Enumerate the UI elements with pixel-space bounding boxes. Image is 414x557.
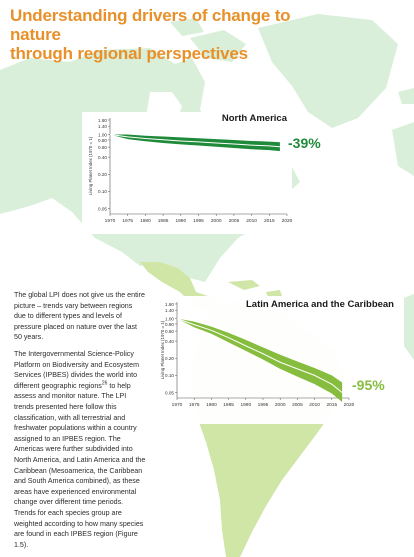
title-line-2: through regional perspectives (10, 44, 248, 63)
map-greenland (258, 14, 398, 128)
map-africa (398, 294, 414, 360)
map-caribbean (228, 280, 282, 297)
intro-paragraph-container: The global LPI does not give us the enti… (14, 290, 146, 343)
map-iceland (398, 88, 414, 104)
map-north-america (0, 48, 300, 282)
footnote-reference: 26 (101, 380, 108, 387)
ipbes-paragraph-part-1: The Intergovernmental Science-Policy Pla… (14, 350, 139, 390)
page-title: Understanding drivers of change to natur… (10, 6, 340, 63)
map-europe (392, 122, 414, 176)
title-line-1: Understanding drivers of change to natur… (10, 6, 291, 44)
ipbes-paragraph: The Intergovernmental Science-Policy Pla… (14, 349, 146, 550)
ipbes-paragraph-part-2: to help assess and monitor nature. The L… (14, 381, 146, 549)
map-arctic-islands (170, 18, 246, 62)
map-south-america (190, 300, 346, 557)
ipbes-paragraph-container: The Intergovernmental Science-Policy Pla… (14, 349, 146, 550)
intro-paragraph: The global LPI does not give us the enti… (14, 291, 145, 342)
